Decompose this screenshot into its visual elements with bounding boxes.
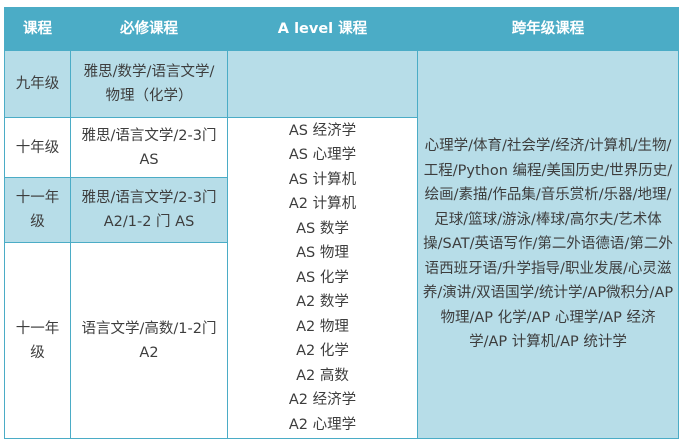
alevel-course: A2 物理: [296, 318, 349, 335]
grade-cell: 十一年级: [4, 177, 71, 243]
alevel-course: A2 经济学: [288, 392, 357, 409]
alevel-course: A2 数学: [296, 294, 349, 311]
required-cell: 雅思/数学/语言文学/物理（化学）: [70, 50, 228, 118]
alevel-course: AS 经济学: [288, 122, 357, 139]
table-row: 十一年级 雅思/语言文学/2-3门 A2/1-2 门 AS: [4, 177, 679, 243]
table-row: 十年级 雅思/语言文学/2-3门 AS AS 经济学 AS 心理学 AS 计算机…: [4, 117, 679, 439]
alevel-course: A2 化学: [296, 343, 349, 360]
alevel-course: AS 化学: [296, 269, 349, 286]
header-required: 必修课程: [70, 7, 228, 51]
table-row: 九年级 雅思/数学/语言文学/物理（化学） 心理学/体育/社会学/经济/计算机/…: [4, 50, 679, 439]
required-cell: 雅思/语言文学/2-3门 A2/1-2 门 AS: [70, 177, 228, 243]
alevel-courses-cell: AS 经济学 AS 心理学 AS 计算机 A2 计算机 AS 数学 AS 物理 …: [227, 117, 418, 439]
alevel-cell-empty: [227, 50, 418, 118]
grade-cell: 十一年级: [4, 242, 71, 439]
table-row: 十一年级 语言文学/高数/1-2门 A2: [4, 242, 679, 439]
curriculum-table: 课程 必修课程 A level 课程 跨年级课程 九年级 雅思/数学/语言文学/…: [4, 7, 679, 439]
alevel-course: A2 计算机: [288, 196, 357, 213]
alevel-course: A2 高数: [296, 367, 349, 384]
grade-cell: 十年级: [4, 117, 71, 178]
alevel-course: A2 心理学: [288, 416, 357, 433]
required-cell: 雅思/语言文学/2-3门 AS: [70, 117, 228, 178]
header-row: 课程 必修课程 A level 课程 跨年级课程: [4, 7, 679, 51]
alevel-course: AS 物理: [296, 245, 349, 262]
header-cross-grade: 跨年级课程: [417, 7, 679, 51]
alevel-course: AS 数学: [296, 220, 349, 237]
alevel-course: AS 心理学: [288, 147, 357, 164]
cross-grade-cell: 心理学/体育/社会学/经济/计算机/生物/工程/Python 编程/美国历史/世…: [417, 50, 679, 439]
header-alevel: A level 课程: [227, 7, 418, 51]
grade-cell: 九年级: [4, 50, 71, 118]
required-cell: 语言文学/高数/1-2门 A2: [70, 242, 228, 439]
header-course: 课程: [4, 7, 71, 51]
alevel-course: AS 计算机: [288, 171, 357, 188]
